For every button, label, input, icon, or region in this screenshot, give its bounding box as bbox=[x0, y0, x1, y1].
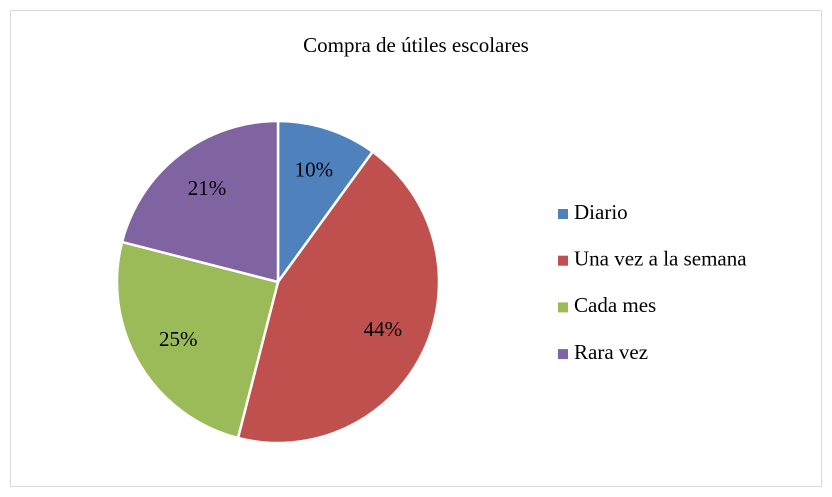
legend-label: Diario bbox=[574, 200, 628, 224]
legend-marker bbox=[558, 209, 568, 219]
chart-title: Compra de útiles escolares bbox=[303, 33, 529, 57]
legend-marker bbox=[558, 302, 568, 313]
legend-label: Una vez a la semana bbox=[574, 247, 747, 271]
pie-slice bbox=[120, 119, 280, 284]
data-label: 44% bbox=[364, 317, 403, 341]
data-label: 25% bbox=[159, 327, 198, 351]
pie-slice bbox=[236, 150, 441, 445]
legend-marker bbox=[558, 349, 568, 360]
legend-label: Rara vez bbox=[574, 340, 648, 364]
pie-slice bbox=[115, 240, 280, 440]
data-label: 10% bbox=[295, 158, 334, 182]
data-label: 21% bbox=[188, 176, 227, 200]
legend-marker bbox=[558, 255, 568, 266]
legend-label: Cada mes bbox=[574, 293, 656, 317]
pie-slice bbox=[276, 119, 375, 286]
